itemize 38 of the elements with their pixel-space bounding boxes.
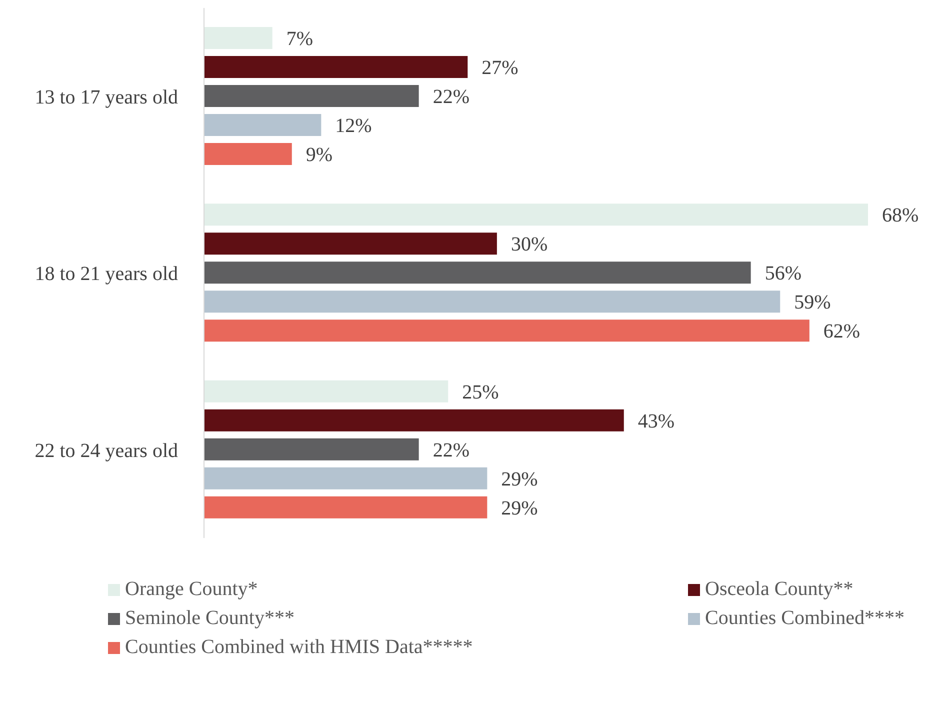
bar <box>204 232 497 255</box>
bar <box>204 409 624 432</box>
data-label: 30% <box>510 234 548 256</box>
bar <box>204 467 488 490</box>
legend-label: Counties Combined with HMIS Data***** <box>125 636 473 659</box>
data-label: 7% <box>286 28 314 50</box>
y-tick-label: 13 to 17 years old <box>34 86 178 108</box>
bar <box>204 27 272 49</box>
bar <box>204 262 751 284</box>
legend-label: Orange County* <box>125 578 258 601</box>
data-label: 59% <box>794 292 831 314</box>
y-tick-label: 18 to 21 years old <box>34 263 178 286</box>
bar <box>204 56 468 78</box>
y-tick-label: 22 to 24 years old <box>34 440 178 462</box>
bar <box>204 380 448 402</box>
data-label: 22% <box>432 86 470 108</box>
legend-label: Osceola County** <box>705 578 854 601</box>
data-label: 56% <box>764 262 802 285</box>
data-label: 29% <box>501 497 538 520</box>
bar <box>204 290 780 313</box>
bar <box>204 438 419 460</box>
bar <box>204 320 810 342</box>
data-label: 27% <box>482 57 518 79</box>
legend-label: Seminole County*** <box>125 607 294 630</box>
bar <box>204 114 322 136</box>
legend-label: Counties Combined**** <box>705 607 904 630</box>
bar <box>204 85 419 107</box>
data-label: 43% <box>638 410 675 432</box>
bar <box>204 496 488 518</box>
bar <box>204 143 292 165</box>
data-label: 25% <box>462 381 499 404</box>
data-label: 9% <box>306 144 333 166</box>
data-label: 62% <box>823 320 860 343</box>
data-label: 68% <box>882 204 919 227</box>
data-label: 22% <box>432 439 470 462</box>
bar <box>204 204 868 226</box>
data-label: 12% <box>335 115 372 137</box>
data-label: 29% <box>501 468 538 490</box>
